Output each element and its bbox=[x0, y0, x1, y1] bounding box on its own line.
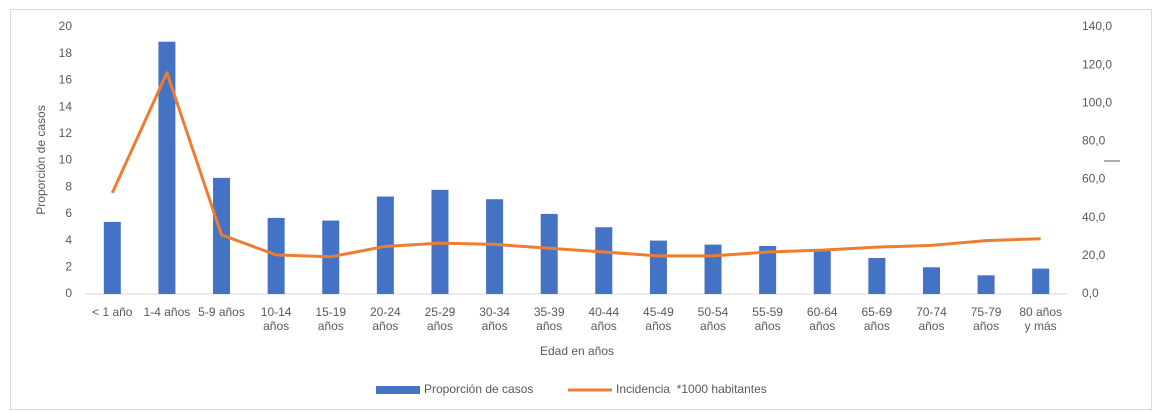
line bbox=[110, 71, 1041, 259]
y2-tick-label: 20,0 bbox=[1082, 248, 1106, 262]
x-tick-label: 50-54 años bbox=[697, 305, 729, 333]
x-tick-label: 75-79 años bbox=[970, 305, 1002, 333]
x-tick-label: < 1 año bbox=[92, 305, 133, 319]
y2-tick-label: 140,0 bbox=[1082, 19, 1112, 33]
y2-tick-label: 0,0 bbox=[1082, 286, 1099, 300]
chart-frame bbox=[10, 9, 1152, 410]
y-tick-label: 20 bbox=[59, 19, 73, 33]
x-tick-label: 1-4 años bbox=[143, 305, 191, 319]
y-axis-title: Proporción de casos bbox=[34, 105, 48, 214]
y-tick-label: 16 bbox=[59, 73, 73, 87]
y-tick-label: 12 bbox=[59, 126, 73, 140]
y-tick-label: 2 bbox=[65, 259, 72, 273]
y-tick-label: 18 bbox=[59, 46, 73, 60]
x-tick-label: 55-59 años bbox=[752, 305, 783, 333]
y2-tick-label: 120,0 bbox=[1082, 57, 1112, 71]
x-tick-label: 70-74 años bbox=[916, 305, 947, 333]
y2-tick-label: 40,0 bbox=[1082, 210, 1106, 224]
x-tick-label: 60-64 años bbox=[806, 305, 838, 333]
bar bbox=[759, 245, 777, 294]
y-tick-label: 0 bbox=[65, 286, 72, 300]
y-tick-label: 8 bbox=[65, 179, 72, 193]
bar bbox=[704, 244, 722, 294]
x-axis-title: Edad en años bbox=[540, 344, 614, 358]
bar bbox=[977, 275, 995, 294]
y2-tick-label: 80,0 bbox=[1082, 134, 1106, 148]
bar bbox=[103, 221, 121, 294]
bar bbox=[868, 257, 886, 294]
legend-label: Proporción de casos bbox=[424, 382, 533, 396]
x-tick-label: 35-39 años bbox=[533, 305, 565, 333]
y2-tick-label: 100,0 bbox=[1082, 95, 1112, 109]
legend-swatch bbox=[376, 386, 420, 394]
x-tick-label: 40-44 años bbox=[588, 305, 620, 333]
x-tick-label: 80 años y más bbox=[1019, 305, 1063, 333]
y2-tick-label: 60,0 bbox=[1082, 172, 1106, 186]
bar bbox=[1032, 268, 1050, 294]
bar bbox=[486, 199, 504, 294]
x-tick-label: 25-29 años bbox=[424, 305, 456, 333]
bar bbox=[595, 227, 613, 294]
x-tick-label: 20-24 años bbox=[370, 305, 401, 333]
x-tick-label: 10-14 años bbox=[260, 305, 292, 333]
y-tick-label: 14 bbox=[59, 99, 73, 113]
bar bbox=[649, 240, 667, 294]
y-tick-label: 10 bbox=[59, 153, 73, 167]
x-tick-label: 15-19 años bbox=[315, 305, 347, 333]
x-tick-label: 30-34 años bbox=[479, 305, 510, 333]
legend-label: Incidencia *1000 habitantes bbox=[616, 382, 767, 396]
y-tick-label: 4 bbox=[65, 233, 72, 247]
y-tick-label: 6 bbox=[65, 206, 72, 220]
x-tick-label: 65-69 años bbox=[861, 305, 893, 333]
bar bbox=[158, 41, 176, 295]
x-tick-label: 5-9 años bbox=[198, 305, 245, 319]
bar bbox=[922, 267, 940, 294]
bar bbox=[540, 213, 558, 294]
x-tick-label: 45-49 años bbox=[643, 305, 674, 333]
bar bbox=[813, 249, 831, 294]
